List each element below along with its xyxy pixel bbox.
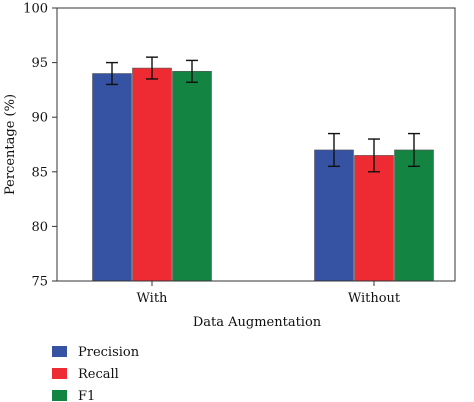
- x-tick-label: With: [137, 291, 169, 306]
- bar-recall-without: [354, 155, 394, 282]
- legend-swatch: [52, 390, 67, 401]
- error-bars: [106, 56, 420, 173]
- bar-precision-with: [92, 73, 132, 282]
- legend-swatch: [52, 368, 67, 379]
- bar-recall-with: [132, 67, 172, 282]
- y-tick-label: 95: [31, 56, 48, 71]
- y-tick-label: 90: [31, 111, 48, 126]
- bars: [92, 67, 434, 282]
- y-tick-label: 100: [23, 2, 48, 17]
- legend-item-precision: Precision: [52, 345, 140, 360]
- x-tick-label: Without: [348, 291, 401, 306]
- legend: Precision Recall F1: [52, 345, 140, 402]
- legend-label: F1: [78, 389, 95, 402]
- x-axis-label: Data Augmentation: [193, 315, 322, 330]
- bar-f1-without: [394, 149, 434, 282]
- plot-frame: [56, 7, 456, 282]
- bar-f1-with: [172, 71, 212, 282]
- y-tick-label: 85: [31, 165, 48, 180]
- legend-swatch: [52, 346, 67, 357]
- legend-label: Recall: [78, 367, 119, 382]
- y-tick-label: 75: [31, 275, 48, 290]
- y-tick-label: 80: [31, 220, 48, 235]
- legend-label: Precision: [78, 345, 140, 360]
- legend-item-recall: Recall: [52, 367, 119, 382]
- legend-item-f1: F1: [52, 389, 95, 402]
- x-axis-ticks: With Without: [137, 281, 401, 306]
- bar-precision-without: [314, 149, 354, 282]
- y-axis-ticks: 75 80 85 90 95 100: [23, 2, 57, 290]
- y-axis-label: Percentage (%): [3, 94, 18, 195]
